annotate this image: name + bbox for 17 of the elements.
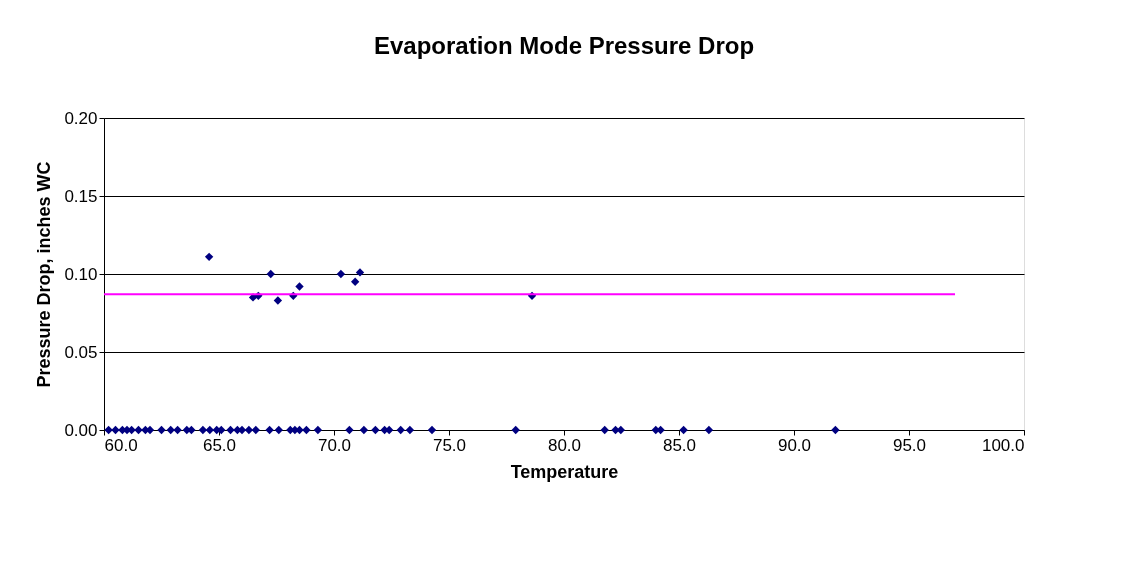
x-tick-label: 85.0 bbox=[662, 435, 697, 455]
chart-title: Evaporation Mode Pressure Drop bbox=[373, 32, 755, 59]
x-tick-label: 60.0 bbox=[104, 435, 138, 455]
x-tick-label: 95.0 bbox=[892, 435, 927, 455]
y-axis-title: Pressure Drop, inches WC bbox=[34, 161, 55, 388]
x-axis-title: Temperature bbox=[510, 461, 619, 482]
y-tick-label: 0.05 bbox=[64, 342, 98, 362]
y-tick-label: 0.00 bbox=[64, 420, 98, 440]
x-tick-label: 75.0 bbox=[432, 435, 467, 455]
y-tick-label: 0.10 bbox=[64, 264, 98, 284]
x-tick-label: 65.0 bbox=[202, 435, 237, 455]
x-tick-label: 90.0 bbox=[777, 435, 812, 455]
x-tick-label: 80.0 bbox=[547, 435, 582, 455]
y-tick-label: 0.20 bbox=[64, 108, 98, 128]
y-tick-label: 0.15 bbox=[64, 186, 98, 206]
x-tick-label: 70.0 bbox=[317, 435, 352, 455]
x-tick-label: 100.0 bbox=[981, 435, 1025, 455]
